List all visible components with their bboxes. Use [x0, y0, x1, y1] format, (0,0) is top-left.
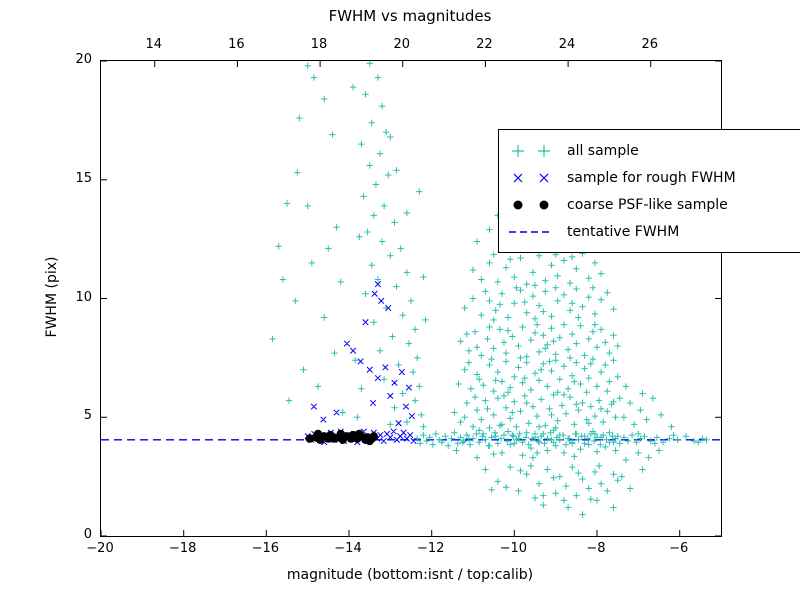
legend-label: sample for rough FWHM	[567, 169, 736, 186]
y-axis-label: FWHM (pix)	[44, 256, 60, 338]
scatter-plot-canvas	[101, 61, 721, 536]
top-tick-label: 14	[145, 37, 162, 52]
y-tick-label: 20	[75, 52, 92, 67]
top-tick-label: 18	[310, 37, 328, 52]
x-tick-label: −6	[669, 541, 689, 556]
x-tick-label: −20	[86, 541, 114, 556]
y-tick-label: 0	[83, 527, 92, 542]
dashed-line-icon	[507, 223, 555, 241]
plot-area: all sample sample for rough FWHM coarse …	[100, 60, 800, 537]
y-axis-tick-labels: 0 5 10 15 20	[56, 52, 92, 542]
x-axis-tick-labels: −20 −18 −16 −14 −12 −10 −8 −6	[86, 541, 720, 557]
chart-title: FWHM vs magnitudes	[328, 7, 492, 25]
top-tick-label: 20	[393, 37, 410, 52]
legend-label: tentative FWHM	[567, 223, 680, 240]
top-tick-label: 24	[558, 37, 576, 52]
x-axis-label: magnitude (bottom:isnt / top:calib)	[286, 567, 534, 583]
top-axis-tick-labels: 14 16 18 20 22 24 26	[100, 37, 720, 53]
top-tick-label: 26	[641, 37, 658, 52]
legend-label: all sample	[567, 142, 639, 159]
y-tick-label: 15	[75, 170, 92, 186]
dot-marker-icon	[507, 196, 555, 214]
x-tick-label: −10	[499, 541, 528, 556]
x-tick-label: −14	[334, 541, 362, 556]
legend-item-tentative-fwhm: tentative FWHM	[507, 218, 793, 245]
plus-marker-icon	[507, 142, 555, 160]
legend-item-rough-fwhm: sample for rough FWHM	[507, 164, 793, 191]
x-marker-icon	[507, 169, 555, 187]
legend-item-all-sample: all sample	[507, 137, 793, 164]
top-tick-label: 22	[476, 37, 493, 52]
legend-item-psf-sample: coarse PSF-like sample	[507, 191, 793, 218]
x-tick-label: −12	[416, 541, 445, 556]
y-tick-label: 5	[83, 408, 92, 424]
x-tick-label: −8	[586, 541, 606, 556]
x-tick-label: −16	[251, 541, 280, 556]
legend: all sample sample for rough FWHM coarse …	[498, 129, 800, 253]
legend-label: coarse PSF-like sample	[567, 196, 728, 213]
y-tick-label: 10	[75, 289, 92, 305]
x-tick-label: −18	[168, 541, 197, 556]
top-tick-label: 16	[228, 37, 245, 52]
